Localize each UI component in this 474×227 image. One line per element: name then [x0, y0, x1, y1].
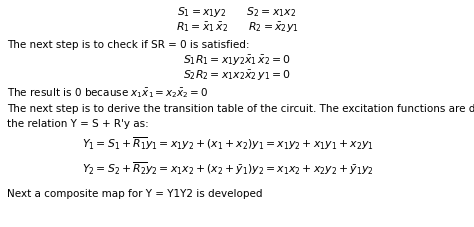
Text: The next step is to derive the transition table of the circuit. The excitation f: The next step is to derive the transitio… [7, 104, 474, 114]
Text: $R_1 = \bar{x}_1\,\bar{x}_2 \qquad R_2 = \bar{x}_2y_1$: $R_1 = \bar{x}_1\,\bar{x}_2 \qquad R_2 =… [176, 21, 298, 35]
Text: The next step is to check if SR = 0 is satisfied:: The next step is to check if SR = 0 is s… [7, 40, 250, 50]
Text: Next a composite map for Y = Y1Y2 is developed: Next a composite map for Y = Y1Y2 is dev… [7, 189, 263, 199]
Text: the relation Y = S + R'y as:: the relation Y = S + R'y as: [7, 119, 149, 129]
Text: $S_1R_1 = x_1y_2\bar{x}_1\,\bar{x}_2 = 0$: $S_1R_1 = x_1y_2\bar{x}_1\,\bar{x}_2 = 0… [183, 54, 291, 68]
Text: $S_2R_2 = x_1x_2\bar{x}_2\,y_1 = 0$: $S_2R_2 = x_1x_2\bar{x}_2\,y_1 = 0$ [183, 69, 291, 83]
Text: $Y_2 = S_2 + \overline{R_2}y_2 = x_1x_2 + (x_2 + \bar{y}_1)y_2 = x_1x_2 + x_2y_2: $Y_2 = S_2 + \overline{R_2}y_2 = x_1x_2 … [82, 160, 374, 177]
Text: $S_1 = x_1y_2 \qquad S_2 = x_1x_2$: $S_1 = x_1y_2 \qquad S_2 = x_1x_2$ [177, 5, 297, 20]
Text: The result is 0 because $x_1\bar{x}_1 = x_2\bar{x}_2 = 0$: The result is 0 because $x_1\bar{x}_1 = … [7, 86, 209, 100]
Text: $Y_1 = S_1 + \overline{R_1}y_1 = x_1y_2 + (x_1 + x_2)y_1 = x_1y_2 + x_1y_1 + x_2: $Y_1 = S_1 + \overline{R_1}y_1 = x_1y_2 … [82, 136, 374, 153]
